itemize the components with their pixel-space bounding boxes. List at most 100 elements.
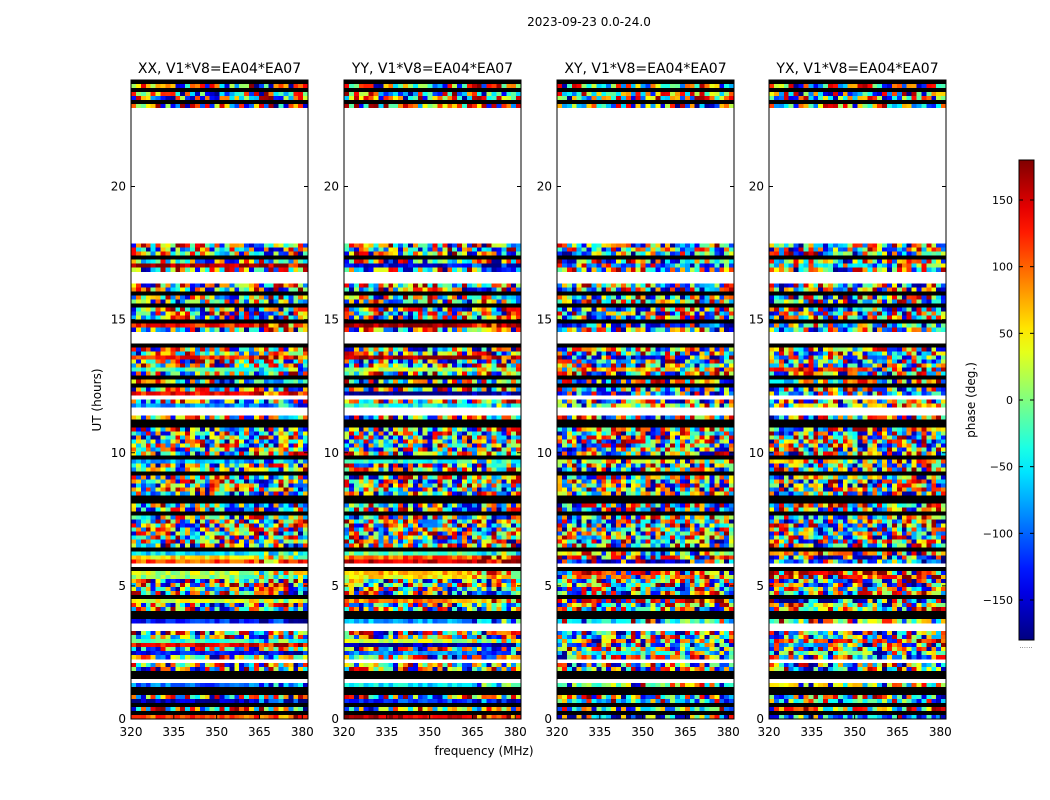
heatmap-cell [165,363,171,368]
heatmap-cell [229,95,235,101]
heatmap-cell [278,459,284,464]
heatmap-cell [293,571,299,576]
heatmap-cell [268,599,274,604]
heatmap-cell [432,439,438,444]
heatmap-cell [249,571,255,576]
heatmap-cell [388,95,394,101]
heatmap-cell [344,91,350,97]
heatmap-cell [135,307,142,312]
heatmap-cell [432,323,438,328]
heatmap-cell [442,363,448,368]
heatmap-cell [268,575,274,580]
heatmap-cell [471,515,477,520]
heatmap-cell [239,631,245,636]
heatmap-cell [268,251,274,256]
heatmap-cell [185,351,191,356]
heatmap-cell [501,475,507,480]
heatmap-cell [303,435,309,440]
heatmap-cell [496,515,502,520]
heatmap-cell [491,251,497,256]
heatmap-cell [135,699,142,704]
heatmap-cell [131,267,137,272]
heatmap-cell [437,519,443,524]
heatmap-cell [283,347,289,352]
heatmap-cell [180,583,186,588]
heatmap-cell [175,475,181,480]
heatmap-cell [263,371,269,376]
heatmap-cell [353,363,359,368]
heatmap-cell [303,91,309,97]
heatmap-cell [457,367,463,372]
heatmap-cell [145,491,151,496]
heatmap-cell [462,391,468,396]
heatmap-cell [442,251,448,256]
heatmap-cell [140,543,146,548]
heatmap-cell [180,483,186,488]
heatmap-cell [432,463,438,468]
heatmap-cell [457,415,463,420]
heatmap-cell [298,311,304,316]
heatmap-cell [214,535,220,540]
heatmap-cell [214,103,220,109]
heatmap-cell [471,91,477,97]
heatmap-cell [258,491,264,496]
heatmap-cell [180,431,186,436]
heatmap-cell [383,247,389,252]
heatmap-cell [373,283,379,288]
heatmap-cell [476,427,482,432]
heatmap-cell [219,399,225,404]
heatmap-cell [219,507,225,512]
heatmap-cell [229,103,235,109]
heatmap-cell [175,323,181,328]
heatmap-cell [258,415,264,420]
heatmap-cell [283,507,289,512]
heatmap-cell [229,475,235,480]
heatmap-cell [229,323,235,328]
heatmap-cell [288,267,294,272]
heatmap-cell [229,599,235,604]
heatmap-cell [185,479,191,484]
heatmap-cell [293,639,299,644]
heatmap-cell [214,663,220,668]
heatmap-cell [268,643,274,648]
heatmap-cell [224,619,230,624]
heatmap-cell [353,247,359,252]
heatmap-cell [278,539,284,544]
heatmap-cell [140,307,146,312]
heatmap-cell [253,543,260,548]
heatmap-cell [268,435,274,440]
heatmap-cell [383,83,389,89]
heatmap-cell [165,379,171,384]
heatmap-cell [447,347,453,352]
heatmap-cell [412,491,418,496]
heatmap-cell [214,427,220,432]
heatmap-cell [373,379,379,384]
heatmap-cell [442,243,448,248]
heatmap-cell [214,447,220,452]
heatmap-cell [180,359,186,364]
heatmap-cell [165,327,171,332]
heatmap-cell [165,707,171,712]
heatmap-cell [348,527,355,532]
heatmap-cell [239,263,245,268]
heatmap-cell [471,491,477,496]
heatmap-cell [278,435,284,440]
heatmap-cell [214,263,220,268]
heatmap-cell [407,267,414,272]
heatmap-cell [298,463,304,468]
heatmap-cell [175,715,181,720]
heatmap-cell [268,527,274,532]
heatmap-cell [199,479,205,484]
heatmap-cell [160,715,166,720]
heatmap-cell [229,459,235,464]
heatmap-cell [135,463,142,468]
heatmap-cell [258,451,264,456]
heatmap-cell [175,327,181,332]
heatmap-cell [293,403,299,408]
heatmap-cell [170,399,176,404]
heatmap-cell [239,447,245,452]
heatmap-cell [219,427,225,432]
heatmap-cell [486,483,492,488]
heatmap-cell [219,527,225,532]
heatmap-cell [516,459,522,464]
